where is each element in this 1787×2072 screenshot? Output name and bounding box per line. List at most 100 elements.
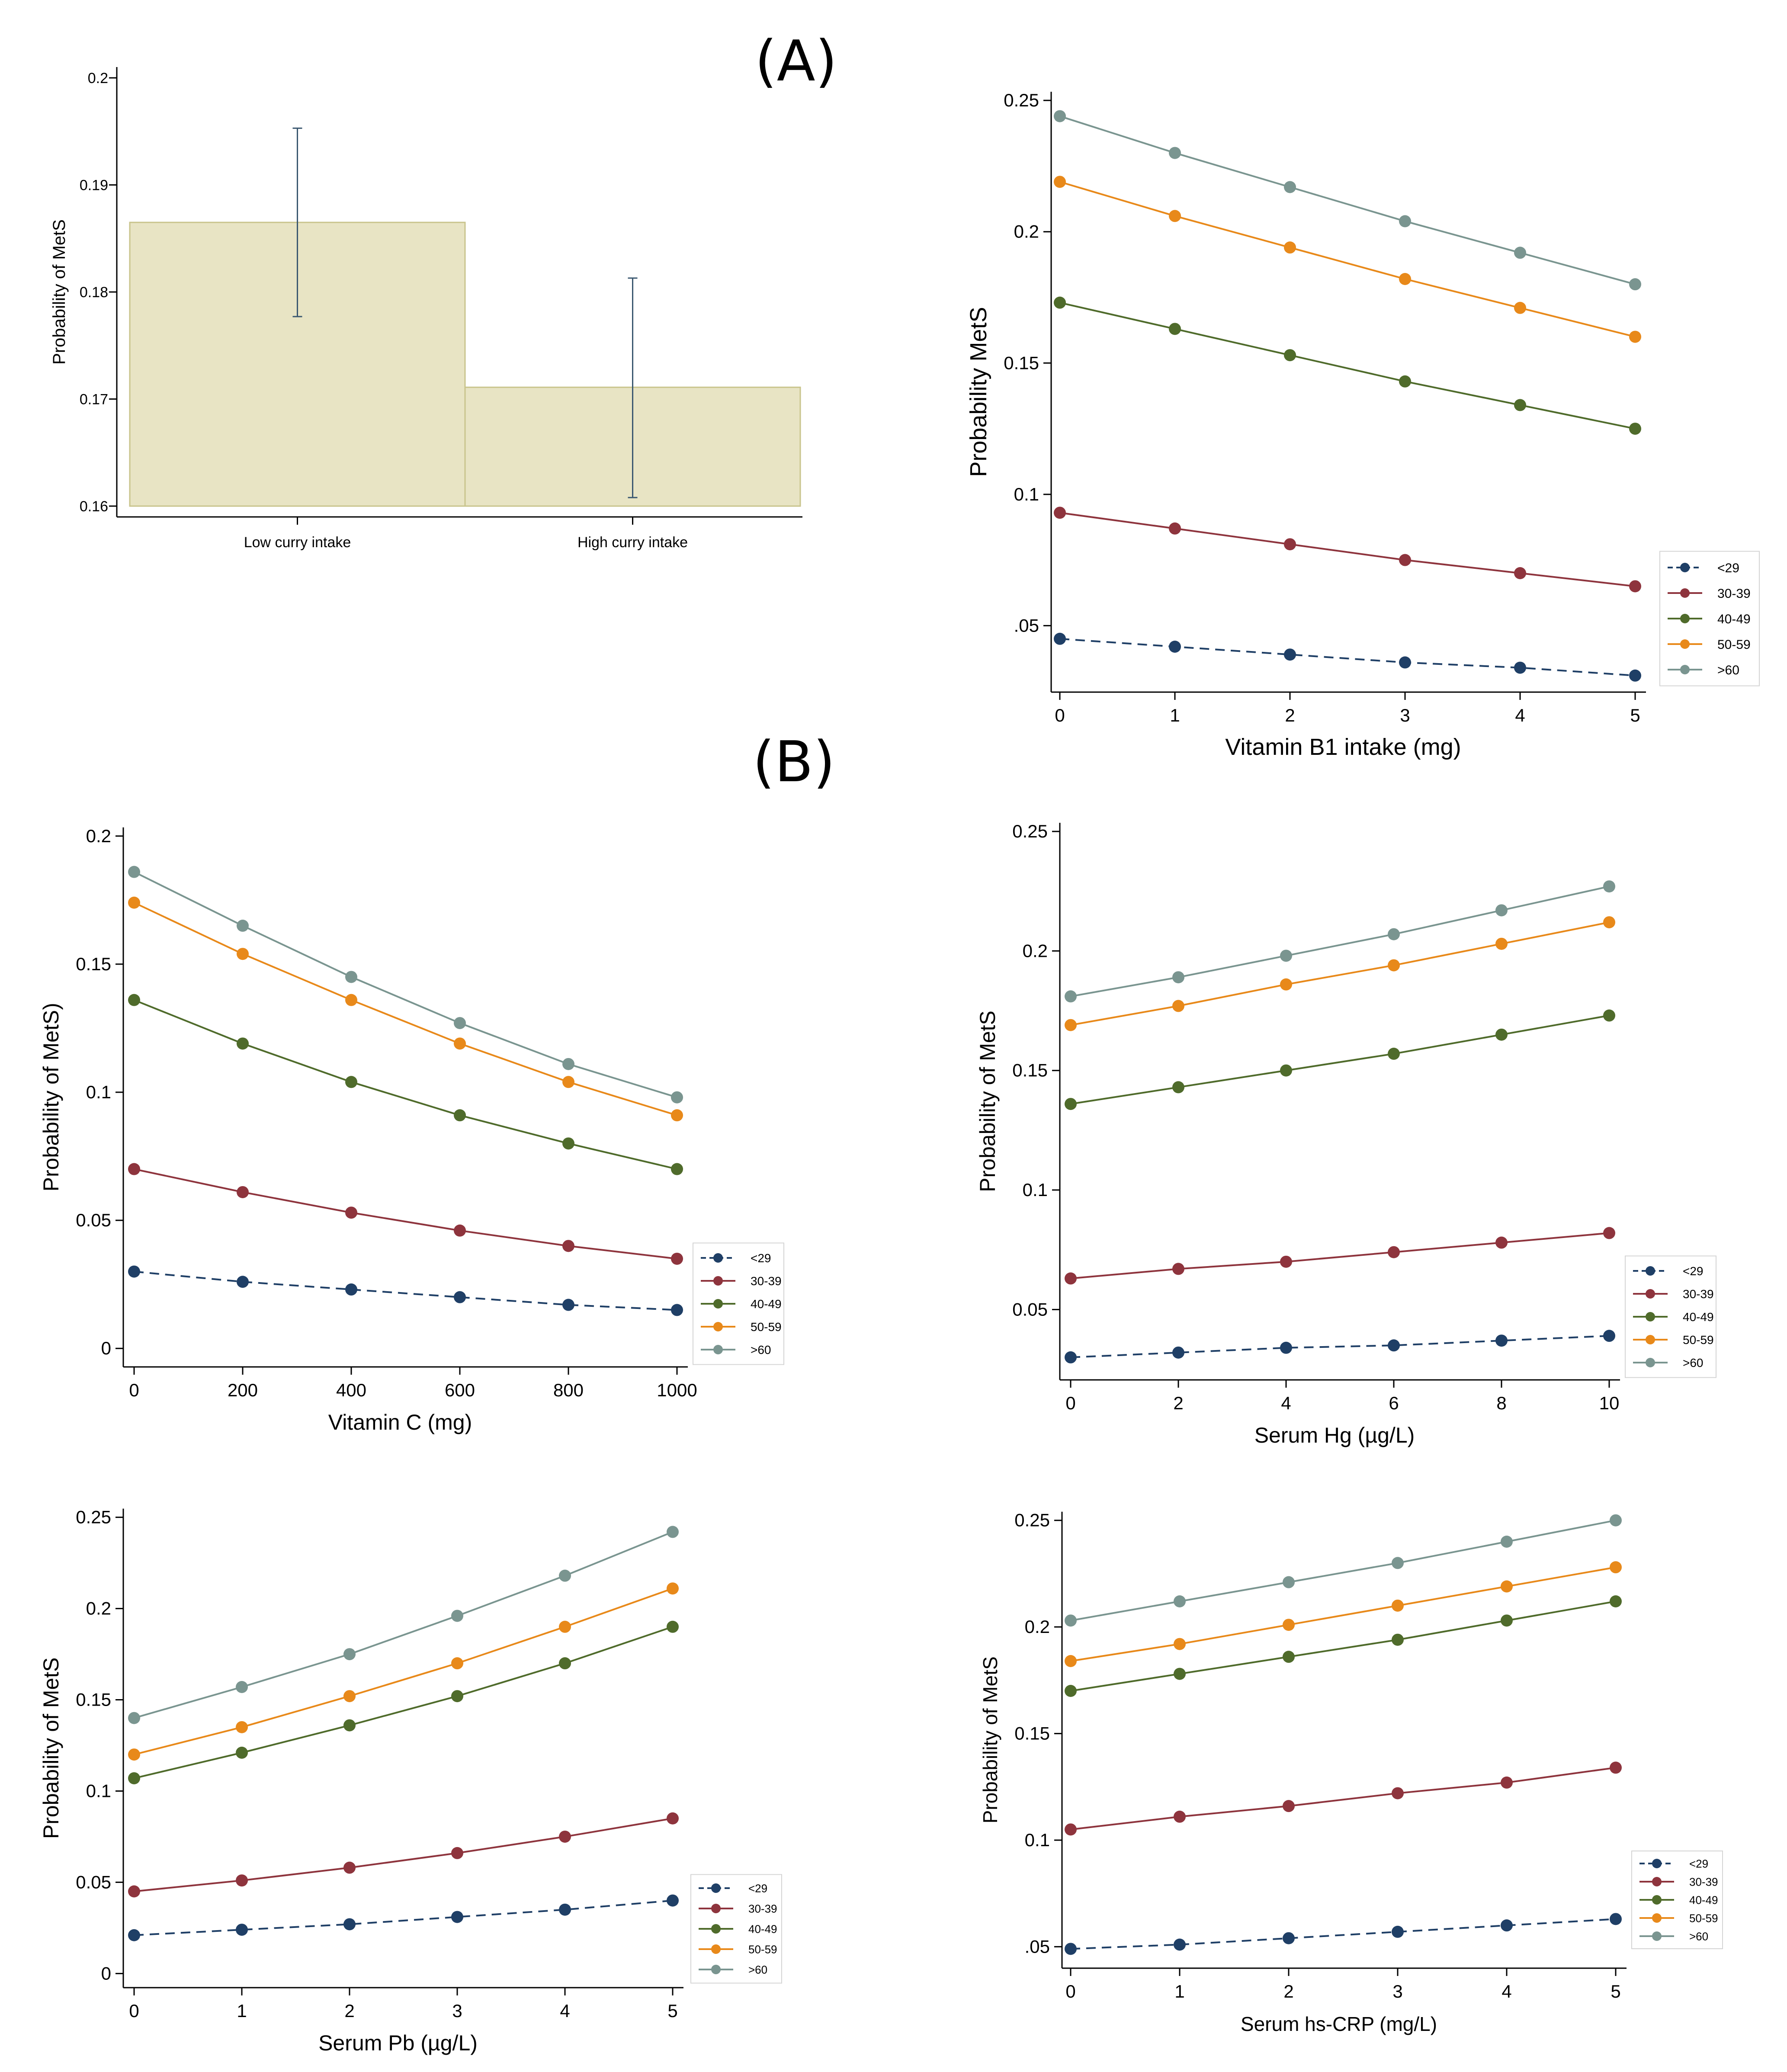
data-point-<29	[1629, 669, 1641, 682]
x-tick-label: 0	[1065, 1981, 1075, 2001]
data-point->60	[671, 1091, 683, 1103]
x-tick-label: 1	[1170, 705, 1180, 725]
x-tick-label: 2	[1285, 705, 1295, 725]
x-tick-label: 0	[1055, 705, 1065, 725]
data-point-<29	[1610, 1913, 1622, 1925]
y-tick-label: 0.05	[76, 1210, 111, 1230]
data-point-40-49	[1399, 375, 1411, 388]
data-point-<29	[345, 1283, 357, 1296]
y-tick-label: 0.2	[86, 1598, 111, 1619]
data-point-30-39	[1169, 522, 1181, 535]
data-point-30-39	[128, 1163, 140, 1175]
x-tick-label: 1	[1174, 1981, 1184, 2001]
data-point-40-49	[1603, 1009, 1615, 1022]
data-point->60	[1495, 904, 1508, 917]
legend-marker-<29	[711, 1883, 721, 1893]
series-line-30-39	[1059, 512, 1636, 587]
legend-label: 50-59	[1683, 1333, 1714, 1347]
data-point->60	[1629, 278, 1641, 291]
data-point-50-59	[128, 896, 140, 909]
data-point-40-49	[237, 1037, 249, 1050]
data-point-30-39	[454, 1224, 466, 1237]
y-tick-label: .05	[1014, 615, 1039, 635]
y-tick-label: 0.1	[86, 1082, 111, 1102]
data-point->60	[1172, 971, 1184, 984]
x-tick-label: 3	[1400, 705, 1410, 725]
data-point-40-49	[1283, 1651, 1295, 1663]
data-point->60	[1603, 880, 1615, 893]
legend-label: <29	[748, 1882, 767, 1895]
series-line-30-39	[134, 1817, 673, 1892]
data-point-30-39	[1495, 1236, 1508, 1249]
data-point-<29	[451, 1911, 463, 1923]
data-point->60	[1610, 1514, 1622, 1527]
y-tick-label: 0.2	[88, 70, 108, 87]
data-point-30-39	[1172, 1263, 1184, 1275]
legend-marker-50-59	[711, 1944, 721, 1954]
y-axis-label: Probability of MetS	[39, 1658, 63, 1839]
data-point-40-49	[1054, 296, 1066, 309]
serum-crp-line-chart: .05 0.1 0.15 0.2 0.25 0 1 2 3 4 5 Serum hs-CRP (mg/…	[979, 1510, 1723, 2035]
data-point-30-39	[1392, 1787, 1404, 1799]
data-point->60	[667, 1526, 679, 1538]
series-line-40-49	[1059, 301, 1636, 430]
data-point-50-59	[1514, 301, 1526, 314]
x-tick-label: 5	[1611, 1981, 1620, 2001]
y-tick-label: .05	[1025, 1936, 1050, 1957]
data-point-30-39	[1280, 1255, 1292, 1268]
y-tick-label: 0.17	[80, 391, 108, 408]
data-point-50-59	[1603, 916, 1615, 929]
data-point-40-49	[667, 1620, 679, 1633]
data-point-40-49	[1065, 1685, 1077, 1697]
data-point-30-39	[1283, 1800, 1295, 1812]
y-tick-label: 0.05	[76, 1872, 111, 1892]
data-point-<29	[562, 1299, 574, 1311]
data-point-50-59	[1284, 241, 1296, 254]
y-axis-label: Probability MetS	[966, 307, 991, 477]
data-point->60	[1065, 1614, 1077, 1627]
data-point-50-59	[343, 1690, 356, 1703]
data-point-<29	[1172, 1346, 1184, 1359]
data-point->60	[1514, 247, 1526, 259]
legend-label: 30-39	[748, 1902, 777, 1915]
y-tick-label: 0.2	[1014, 221, 1039, 242]
series-line-<29	[1070, 1335, 1610, 1358]
data-point-<29	[128, 1265, 140, 1278]
data-point-30-39	[1399, 554, 1411, 566]
legend-label: >60	[748, 1963, 767, 1976]
series-line->60	[1070, 1519, 1616, 1622]
x-tick-label: 2	[1283, 1981, 1293, 2001]
x-tick-label: 4	[1515, 705, 1525, 725]
legend-marker-30-39	[711, 1904, 721, 1913]
data-point-50-59	[236, 1721, 248, 1733]
data-point-50-59	[128, 1748, 140, 1761]
y-tick-label: 0.25	[76, 1507, 111, 1527]
data-point-30-39	[1629, 580, 1641, 593]
series-line-30-39	[1070, 1767, 1616, 1831]
data-point-40-49	[1610, 1595, 1622, 1607]
data-point-30-39	[1054, 507, 1066, 519]
data-point-<29	[237, 1276, 249, 1288]
data-point->60	[559, 1569, 571, 1582]
data-point-50-59	[1280, 978, 1292, 991]
legend-marker->60	[1680, 665, 1690, 674]
data-point-30-39	[1388, 1246, 1400, 1258]
x-tick-label: High curry intake	[577, 534, 688, 551]
data-point-50-59	[1501, 1580, 1513, 1593]
x-tick-label: 800	[553, 1380, 584, 1400]
data-point->60	[1065, 990, 1077, 1003]
x-tick-label: 3	[1392, 1981, 1402, 2001]
vitamin-c-line-chart: 0 0.05 0.1 0.15 0.2 0 200 400 600 800 1000 Vitamin …	[39, 826, 784, 1434]
y-tick-label: 0.15	[76, 954, 111, 974]
legend-marker-30-39	[1646, 1289, 1655, 1299]
data-point->60	[343, 1648, 356, 1661]
x-tick-label: 4	[560, 2001, 570, 2021]
data-point-30-39	[128, 1885, 140, 1898]
data-point-<29	[1283, 1932, 1295, 1944]
data-point-50-59	[1065, 1019, 1077, 1031]
legend-label: 30-39	[1717, 587, 1751, 601]
y-tick-label: 0.15	[1012, 1060, 1048, 1081]
x-axis-label: Serum Hg (µg/L)	[1254, 1423, 1415, 1447]
data-point-50-59	[559, 1620, 571, 1633]
y-tick-label: 0.15	[1004, 353, 1039, 373]
